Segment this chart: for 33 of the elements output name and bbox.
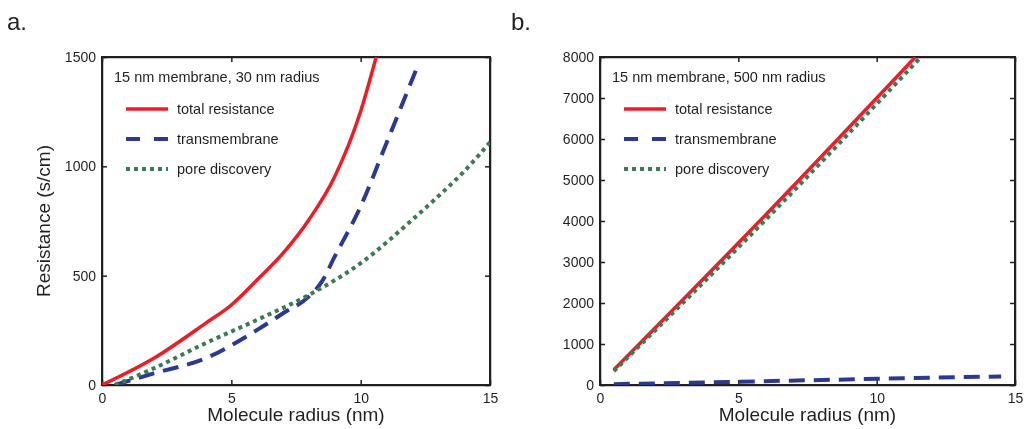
line-series xyxy=(611,374,1004,385)
legend-title: 15 nm membrane, 500 nm radius xyxy=(612,69,826,85)
y-tick-label: 0 xyxy=(586,376,595,393)
y-tick-label: 1000 xyxy=(562,335,595,352)
legend-label: pore discovery xyxy=(177,161,273,177)
legend-title: 15 nm membrane, 30 nm radius xyxy=(114,69,320,85)
y-tick-label: 1500 xyxy=(64,48,97,65)
x-tick-label: 5 xyxy=(734,389,743,406)
x-tick-label: 5 xyxy=(227,389,236,406)
y-tick-label: 8000 xyxy=(562,48,595,65)
legend-label: total resistance xyxy=(177,101,275,117)
y-tick-label: 3000 xyxy=(562,253,595,270)
x-axis-title: Molecule radius (nm) xyxy=(207,404,385,425)
x-tick-label: 10 xyxy=(353,389,370,406)
text: b. xyxy=(511,8,532,35)
x-tick-label: 15 xyxy=(482,389,499,406)
x-tick-label: 15 xyxy=(1007,389,1024,406)
y-tick-label: 500 xyxy=(72,267,97,284)
y-tick-label: 1000 xyxy=(64,158,97,175)
y-tick-label: 6000 xyxy=(562,130,595,147)
legend-label: pore discovery xyxy=(675,161,771,177)
legend-label: total resistance xyxy=(675,101,773,117)
legend-label: transmembrane xyxy=(675,131,777,147)
y-tick-label: 4000 xyxy=(562,212,595,229)
y-tick-label: 5000 xyxy=(562,171,595,188)
x-axis-title: Molecule radius (nm) xyxy=(718,404,897,425)
y-tick-label: 2000 xyxy=(562,294,595,311)
x-tick-label: 10 xyxy=(869,389,886,406)
y-tick-label: 0 xyxy=(88,376,97,393)
y-axis-title: Resistance (s/cm) xyxy=(33,144,54,298)
text: a. xyxy=(7,8,28,35)
legend-label: transmembrane xyxy=(177,131,279,147)
y-tick-label: 7000 xyxy=(562,89,595,106)
